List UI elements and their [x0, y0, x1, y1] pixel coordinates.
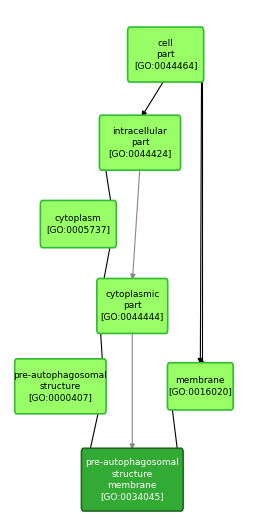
Text: cytoplasmic
part
[GO:0044444]: cytoplasmic part [GO:0044444] — [101, 290, 164, 322]
Text: pre-autophagosomal
structure
[GO:0000407]: pre-autophagosomal structure [GO:0000407… — [14, 371, 107, 402]
FancyBboxPatch shape — [97, 278, 168, 333]
FancyBboxPatch shape — [40, 200, 116, 248]
Text: intracellular
part
[GO:0044424]: intracellular part [GO:0044424] — [108, 127, 172, 158]
FancyBboxPatch shape — [128, 27, 204, 82]
FancyBboxPatch shape — [81, 448, 183, 511]
FancyBboxPatch shape — [167, 363, 233, 410]
FancyBboxPatch shape — [99, 115, 181, 170]
FancyBboxPatch shape — [15, 359, 106, 414]
Text: pre-autophagosomal
structure
membrane
[GO:0034045]: pre-autophagosomal structure membrane [G… — [85, 459, 179, 501]
Text: membrane
[GO:0016020]: membrane [GO:0016020] — [168, 376, 232, 396]
Text: cell
part
[GO:0044464]: cell part [GO:0044464] — [134, 39, 197, 70]
Text: cytoplasm
[GO:0005737]: cytoplasm [GO:0005737] — [46, 214, 110, 234]
